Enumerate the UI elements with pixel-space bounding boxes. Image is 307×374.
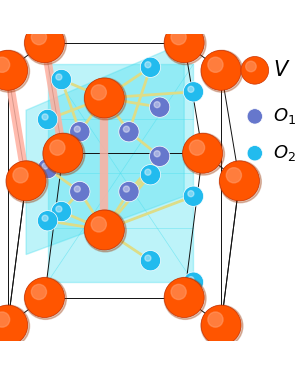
Circle shape [140, 165, 161, 185]
Circle shape [0, 305, 28, 345]
Circle shape [74, 126, 80, 132]
Circle shape [247, 109, 262, 124]
Circle shape [150, 97, 170, 117]
Circle shape [164, 278, 204, 318]
Circle shape [123, 186, 130, 192]
Circle shape [13, 168, 28, 183]
Circle shape [31, 30, 47, 45]
Circle shape [31, 284, 47, 300]
Circle shape [91, 217, 107, 232]
Circle shape [154, 102, 160, 108]
Circle shape [74, 186, 80, 192]
Circle shape [189, 140, 204, 155]
Text: $O_2$: $O_2$ [273, 143, 296, 163]
Circle shape [42, 163, 48, 169]
Circle shape [119, 181, 139, 202]
Circle shape [145, 255, 151, 261]
Circle shape [164, 23, 206, 65]
Circle shape [164, 278, 206, 319]
Circle shape [183, 133, 224, 175]
Circle shape [150, 146, 170, 166]
Circle shape [188, 277, 194, 283]
Circle shape [84, 210, 124, 250]
Circle shape [37, 211, 58, 231]
Circle shape [0, 50, 28, 90]
Text: $V$: $V$ [273, 60, 291, 80]
Circle shape [6, 161, 48, 203]
Circle shape [25, 23, 64, 63]
Circle shape [70, 181, 90, 202]
Circle shape [25, 23, 66, 65]
Circle shape [43, 133, 85, 175]
Circle shape [42, 215, 48, 221]
Circle shape [140, 251, 161, 271]
Circle shape [37, 109, 58, 130]
Circle shape [183, 82, 204, 102]
Circle shape [183, 272, 204, 292]
Circle shape [123, 126, 130, 132]
Circle shape [201, 50, 241, 90]
Circle shape [145, 169, 151, 175]
Circle shape [0, 305, 29, 347]
Circle shape [171, 284, 186, 300]
Circle shape [70, 122, 90, 142]
Circle shape [183, 133, 223, 173]
Circle shape [25, 278, 66, 319]
Circle shape [0, 50, 29, 92]
Circle shape [220, 161, 261, 203]
Circle shape [0, 312, 10, 327]
Circle shape [0, 57, 10, 72]
Circle shape [171, 30, 186, 45]
Circle shape [6, 161, 46, 201]
Polygon shape [26, 43, 184, 255]
Circle shape [188, 191, 194, 197]
Circle shape [50, 140, 65, 155]
Circle shape [183, 186, 204, 206]
Circle shape [84, 210, 126, 252]
Circle shape [208, 312, 223, 327]
Circle shape [220, 161, 259, 201]
Circle shape [145, 62, 151, 68]
Circle shape [140, 57, 161, 77]
Circle shape [91, 85, 107, 100]
Text: $O_1$: $O_1$ [273, 106, 296, 126]
Circle shape [154, 151, 160, 157]
Circle shape [201, 50, 243, 92]
Circle shape [84, 78, 126, 120]
Circle shape [119, 122, 139, 142]
Circle shape [241, 56, 269, 84]
Circle shape [56, 206, 62, 212]
Circle shape [84, 78, 124, 118]
Circle shape [56, 74, 62, 80]
Circle shape [51, 202, 72, 222]
Circle shape [201, 305, 243, 347]
Circle shape [246, 61, 256, 72]
Circle shape [42, 114, 48, 120]
Circle shape [164, 23, 204, 63]
Circle shape [43, 133, 83, 173]
Polygon shape [48, 64, 193, 282]
Circle shape [208, 57, 223, 72]
Circle shape [37, 159, 58, 179]
Circle shape [51, 70, 72, 90]
Circle shape [25, 278, 64, 318]
Circle shape [201, 305, 241, 345]
Circle shape [226, 168, 242, 183]
Circle shape [247, 145, 262, 161]
Circle shape [188, 86, 194, 92]
